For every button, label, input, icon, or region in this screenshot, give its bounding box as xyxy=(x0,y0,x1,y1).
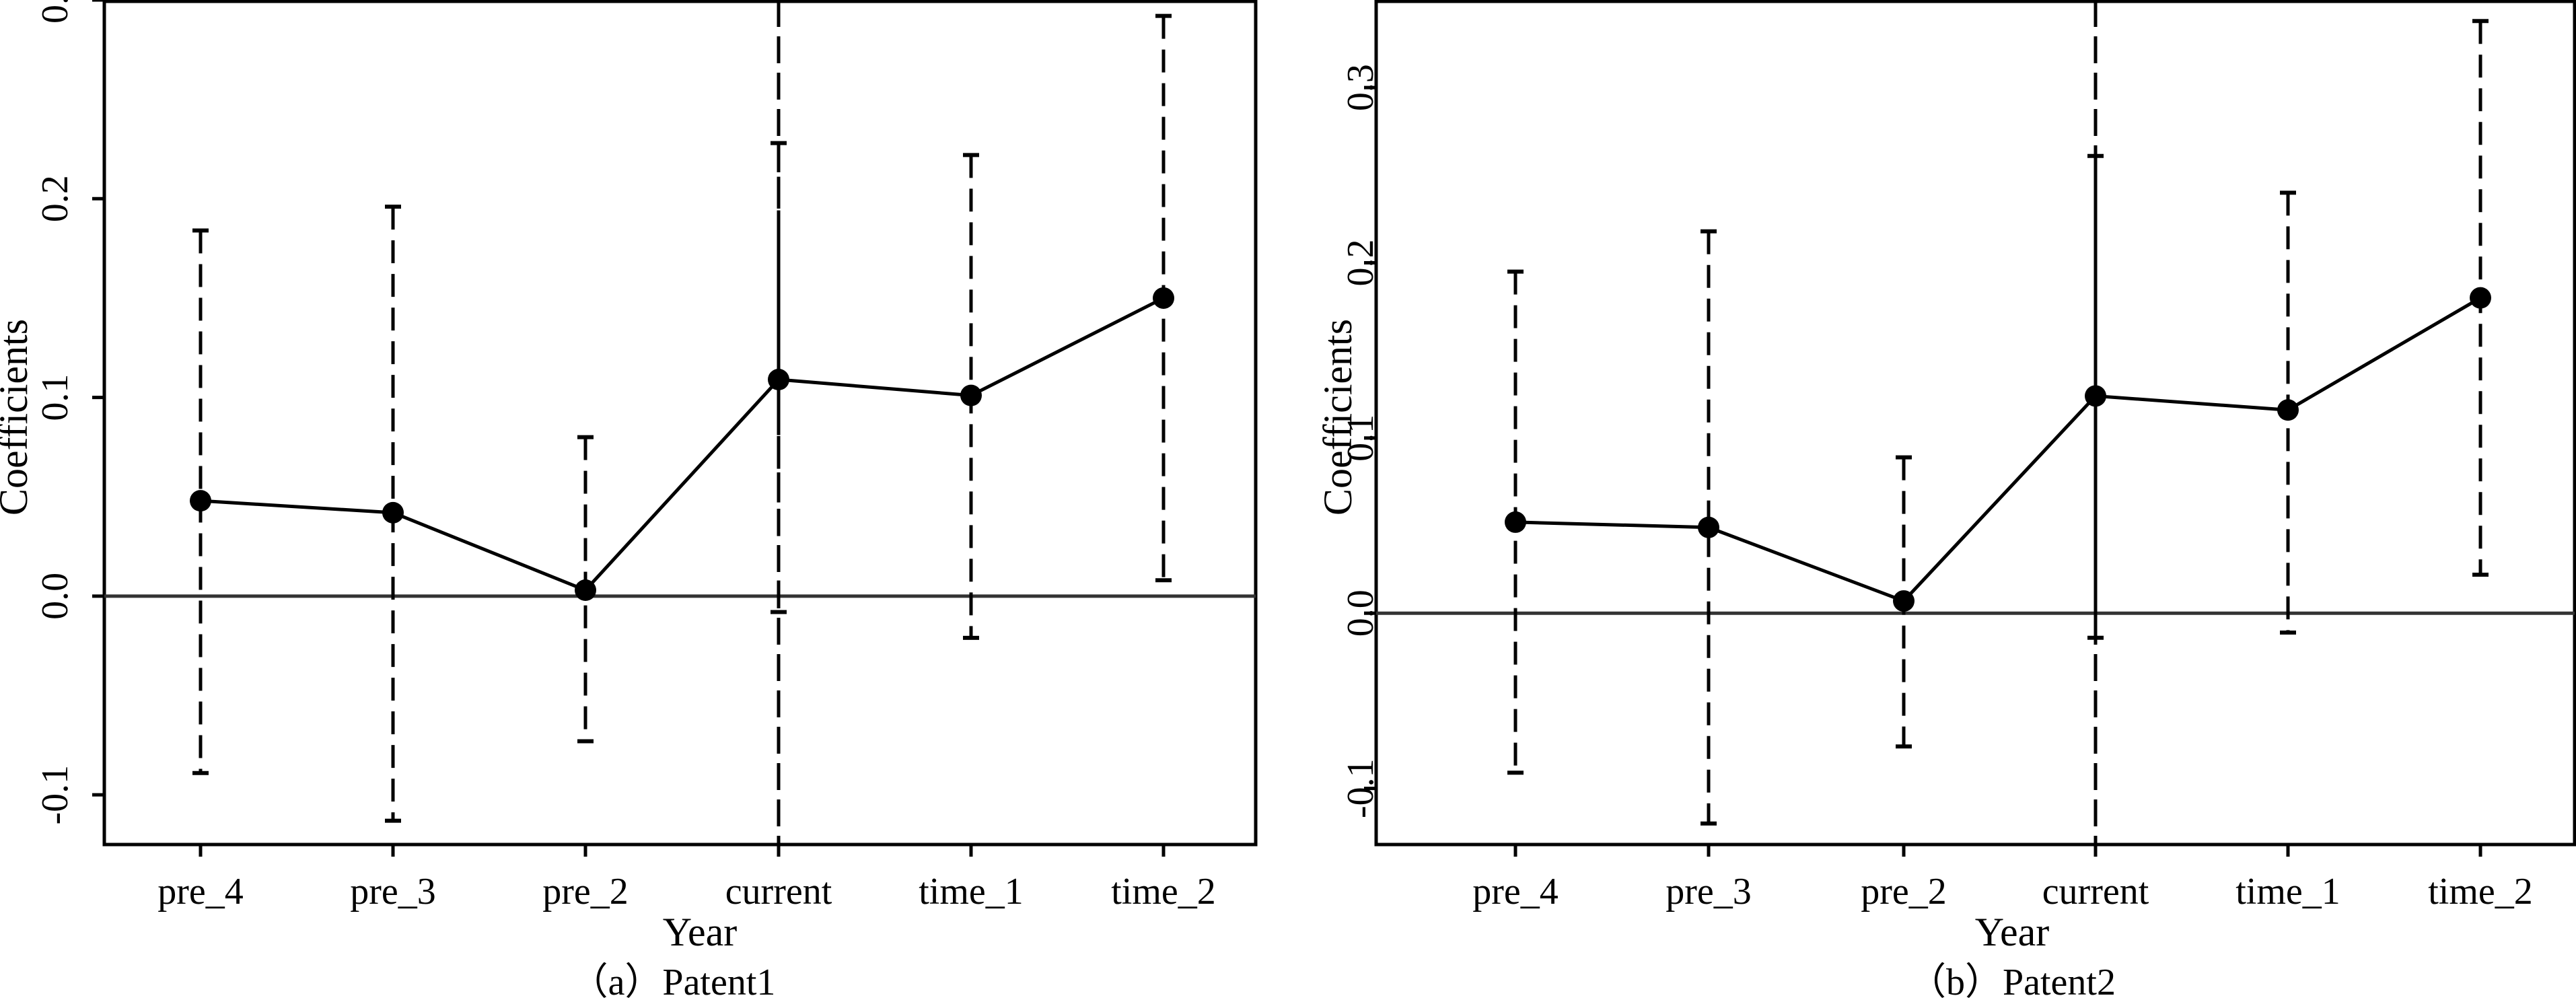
panel-1: -0.1 0.0 0.1 0.2 0.3 pre_4 pre_3 pre_2 current ti… xyxy=(0,0,1258,1002)
coefficient-line xyxy=(1515,296,2482,604)
y-tick-label: -0.1 xyxy=(34,765,76,825)
data-point xyxy=(382,501,404,524)
data-point xyxy=(960,384,982,406)
data-point xyxy=(2277,399,2299,421)
data-point xyxy=(768,369,789,391)
data-point xyxy=(1893,590,1915,612)
x-tick-label: pre_4 xyxy=(1472,871,1559,912)
x-tick-label: pre_2 xyxy=(542,871,629,912)
y-tick-label: 0.1 xyxy=(34,374,76,421)
y-tick-label: 0.1 xyxy=(1340,415,1382,462)
x-tick-label: pre_4 xyxy=(157,871,244,912)
y-axis-title: Coefficients xyxy=(0,319,36,515)
y-axis-title: Coefficients xyxy=(1316,319,1360,515)
plot-frame xyxy=(1374,0,2576,847)
data-point xyxy=(2085,385,2106,407)
coefficient-line xyxy=(200,296,1165,592)
data-point xyxy=(2470,287,2491,309)
panel-2: -0.1 0.0 0.1 0.2 0.3 pre_4 pre_3 pre_2 current ti… xyxy=(1316,0,2576,1002)
x-tick-label: time_2 xyxy=(1111,871,1216,912)
y-tick-label: 0.2 xyxy=(1340,240,1382,287)
panel-caption: （b）Patent2 xyxy=(1908,962,2116,1002)
y-tick-label: 0.2 xyxy=(34,175,76,222)
x-axis-title: Year xyxy=(663,910,738,954)
x-tick-label: pre_3 xyxy=(350,871,436,912)
data-point xyxy=(190,490,211,512)
x-axis-title: Year xyxy=(1975,910,2050,954)
data-point xyxy=(1698,516,1719,538)
y-tick-label: 0.3 xyxy=(1340,64,1382,111)
x-tick-label: time_1 xyxy=(2235,871,2340,912)
data-point xyxy=(1505,511,1526,533)
y-tick-label: 0.3 xyxy=(34,0,76,24)
y-tick-label: -0.1 xyxy=(1340,758,1382,818)
y-tick-label: 0.0 xyxy=(1340,589,1382,637)
x-tick-label: current xyxy=(2042,871,2149,912)
x-tick-label: pre_3 xyxy=(1666,871,1752,912)
x-tick-label: current xyxy=(725,871,832,912)
x-tick-label: time_1 xyxy=(919,871,1024,912)
panel-caption: （a）Patent1 xyxy=(571,962,776,1002)
x-tick-label: pre_2 xyxy=(1861,871,1947,912)
plot-frame xyxy=(102,0,1258,847)
x-tick-label: time_2 xyxy=(2428,871,2533,912)
data-point xyxy=(575,579,596,602)
y-tick-label: 0.0 xyxy=(34,573,76,620)
data-point xyxy=(1153,287,1174,309)
